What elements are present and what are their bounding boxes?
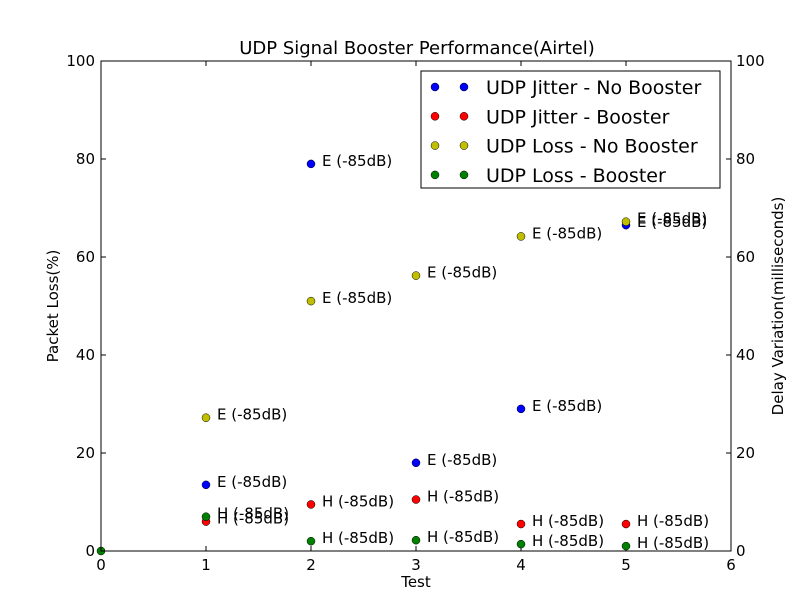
data-labels: E (-85dB) E (-85dB) E (-85dB) E (-85dB) E (-…: [217, 152, 709, 552]
data-point-udp-jitter-no-booster: [306, 159, 316, 169]
data-point-udp-loss-booster: [516, 539, 526, 549]
legend-label: UDP Jitter - Booster: [486, 106, 670, 128]
x-tick-label: 4: [516, 556, 526, 574]
y-left-tick-label: 80: [76, 150, 95, 168]
legend-marker: [459, 170, 469, 180]
legend-marker: [459, 141, 469, 150]
y-right-tick-label: 100: [736, 52, 765, 70]
y-left-tick-label: 100: [66, 52, 95, 70]
x-tick-label: 3: [411, 556, 421, 574]
data-label-udp-jitter-booster: H (-85dB): [427, 488, 499, 506]
y-left-tick-label: 40: [76, 346, 95, 364]
legend-marker: [430, 141, 440, 150]
data-label-udp-jitter-no-booster: E (-85dB): [217, 473, 287, 491]
y-right-tick-label: 80: [736, 150, 755, 168]
data-point-udp-jitter-booster: [306, 500, 316, 509]
data-point-udp-jitter-no-booster: [516, 404, 526, 414]
legend-marker: [459, 112, 469, 121]
plot-frame: [100, 60, 732, 552]
legend-marker: [430, 112, 440, 121]
y-right-tick-label: 40: [736, 346, 755, 364]
data-label-udp-loss-booster: H (-85dB): [217, 505, 289, 523]
y-axis-label-right: Delay Variation(milliseconds): [769, 197, 787, 416]
data-label-udp-jitter-booster: H (-85dB): [217, 510, 289, 528]
y-right-tick-label: 20: [736, 444, 755, 462]
legend-marker: [430, 170, 440, 180]
data-label-udp-loss-no-booster: E (-85dB): [217, 406, 287, 424]
data-point-udp-loss-no-booster: [621, 217, 631, 226]
legend-marker: [459, 82, 469, 92]
y-axis-label-left: Packet Loss(%): [44, 250, 62, 363]
x-tick-label: 6: [726, 556, 736, 574]
data-label-udp-loss-booster: H (-85dB): [532, 532, 604, 550]
data-point-udp-loss-booster: [411, 535, 421, 545]
data-point-udp-loss-no-booster: [306, 296, 316, 306]
data-label-udp-jitter-booster: H (-85dB): [637, 512, 709, 530]
data-label-udp-jitter-no-booster: E (-85dB): [532, 397, 602, 415]
data-point-udp-loss-booster: [201, 512, 211, 521]
y-left-tick-label: 20: [76, 444, 95, 462]
data-point-udp-jitter-no-booster: [201, 480, 211, 490]
x-tick-label: 2: [306, 556, 316, 574]
chart-title: UDP Signal Booster Performance(Airtel): [239, 38, 595, 59]
y-left-tick-label: 0: [85, 542, 95, 560]
legend-label: UDP Loss - Booster: [486, 165, 666, 187]
data-point-udp-jitter-booster: [621, 519, 631, 529]
data-point-udp-loss-booster: [621, 541, 631, 551]
data-label-udp-loss-no-booster: E (-85dB): [322, 289, 392, 307]
y-right-tick-label: 60: [736, 248, 755, 266]
y-right-tick-label: 0: [736, 542, 746, 560]
x-tick-label: 0: [96, 556, 106, 574]
data-label-udp-loss-no-booster: E (-85dB): [637, 210, 707, 228]
x-axis-label: Test: [400, 573, 431, 591]
data-label-udp-loss-booster: H (-85dB): [427, 528, 499, 546]
data-label-udp-jitter-no-booster: E (-85dB): [637, 213, 707, 231]
data-point-udp-jitter-no-booster: [411, 458, 421, 468]
legend-box: [420, 70, 721, 189]
data-point-udp-loss-no-booster: [201, 413, 211, 422]
legend: UDP Jitter - No Booster UDP Jitter - Boos…: [420, 70, 721, 189]
data-label-udp-jitter-booster: H (-85dB): [322, 492, 394, 510]
data-label-udp-loss-no-booster: E (-85dB): [427, 264, 497, 282]
data-point-udp-jitter-booster: [516, 519, 526, 529]
data-label-udp-jitter-no-booster: E (-85dB): [427, 451, 497, 469]
data-points: [96, 159, 631, 556]
data-label-udp-loss-booster: H (-85dB): [322, 529, 394, 547]
x-tick-label: 5: [621, 556, 631, 574]
data-point-udp-jitter-booster: [411, 495, 421, 504]
data-point-udp-loss-no-booster: [516, 232, 526, 241]
y-left-tick-label: 60: [76, 248, 95, 266]
data-point-udp-loss-booster: [306, 536, 316, 546]
data-label-udp-jitter-no-booster: E (-85dB): [322, 152, 392, 170]
x-tick-label: 1: [201, 556, 211, 574]
legend-marker: [430, 82, 440, 92]
data-label-udp-loss-booster: H (-85dB): [637, 534, 709, 552]
legend-label: UDP Loss - No Booster: [486, 136, 698, 158]
data-label-udp-loss-no-booster: E (-85dB): [532, 224, 602, 242]
data-point-udp-loss-no-booster: [411, 271, 421, 280]
data-label-udp-jitter-booster: H (-85dB): [532, 512, 604, 530]
legend-label: UDP Jitter - No Booster: [486, 77, 701, 99]
